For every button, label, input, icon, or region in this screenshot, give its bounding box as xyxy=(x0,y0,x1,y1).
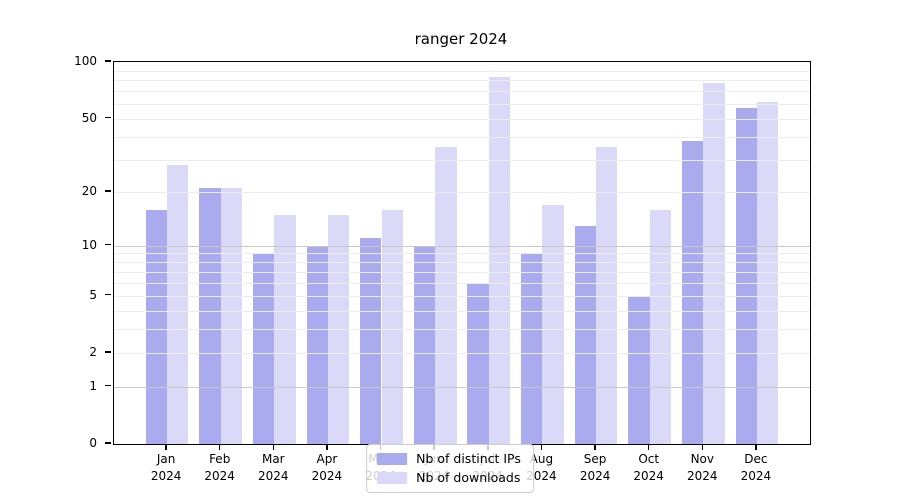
gridline-9 xyxy=(114,253,810,255)
bar-apr-ips xyxy=(306,245,328,444)
y-tick-mark-1 xyxy=(105,384,111,387)
bar-oct-downloads xyxy=(649,209,672,444)
bar-jan-downloads xyxy=(167,165,189,444)
x-tick-mark-aug xyxy=(540,444,543,450)
gridline-40 xyxy=(114,136,810,138)
legend-label: Nb of downloads xyxy=(416,470,521,485)
bar-feb-ips xyxy=(199,188,221,444)
y-axis-tick-label-2: 2 xyxy=(89,345,97,360)
gridline-20 xyxy=(114,192,810,193)
y-tick-mark-10 xyxy=(105,243,111,246)
y-axis-tick-label-10: 10 xyxy=(81,237,97,252)
x-tick-mark-dec xyxy=(755,444,757,450)
y-axis-tick-label-20: 20 xyxy=(81,184,97,198)
x-axis-tick-label-jan: Jan 2024 xyxy=(150,452,182,483)
y-tick-mark-100 xyxy=(105,60,111,62)
y-tick-mark-50 xyxy=(105,116,111,119)
bar-may-ips xyxy=(360,238,382,444)
x-tick-mark-nov xyxy=(701,444,704,450)
y-axis-tick-label-1: 1 xyxy=(89,378,97,393)
legend-item-distinct-ips: Nb of distinct IPs xyxy=(377,452,521,466)
chart-title: ranger 2024 xyxy=(414,30,508,48)
bar-may-downloads xyxy=(381,209,403,444)
gridline-3 xyxy=(114,329,810,331)
gridline-2 xyxy=(114,353,810,355)
x-tick-mark-jan xyxy=(165,444,167,450)
gridline-90 xyxy=(114,70,810,72)
x-axis-tick-label-feb: Feb 2024 xyxy=(204,452,235,483)
gridline-50 xyxy=(114,118,810,120)
gridline-70 xyxy=(114,91,810,93)
y-axis-tick-label-100: 100 xyxy=(74,54,97,68)
bar-aug-ips xyxy=(521,253,543,444)
legend-item-downloads: Nb of downloads xyxy=(377,471,521,485)
gridline-1 xyxy=(114,386,810,388)
legend-swatch-distinct-ips xyxy=(377,453,408,465)
gridline-10 xyxy=(114,245,810,247)
x-axis-tick-label-apr: Apr 2024 xyxy=(311,452,343,483)
gridline-80 xyxy=(114,80,810,82)
x-tick-mark-mar xyxy=(272,444,275,450)
y-tick-mark-5 xyxy=(105,293,111,296)
y-axis-tick-label-50: 50 xyxy=(81,110,97,125)
bar-jun-ips xyxy=(413,245,436,444)
x-axis-tick-label-mar: Mar 2024 xyxy=(258,452,289,483)
gridline-6 xyxy=(114,282,810,284)
bar-jul-ips xyxy=(467,282,489,444)
x-tick-mark-feb xyxy=(218,444,221,450)
legend-label: Nb of distinct IPs xyxy=(416,451,521,466)
x-axis-tick-label-nov: Nov 2024 xyxy=(687,452,718,483)
x-axis-tick-label-oct: Oct 2024 xyxy=(633,452,664,483)
bar-nov-ips xyxy=(681,140,704,444)
y-tick-mark-20 xyxy=(105,190,111,192)
x-tick-mark-oct xyxy=(647,444,650,450)
bar-jan-ips xyxy=(145,209,167,444)
legend-swatch-downloads xyxy=(377,472,408,484)
x-tick-mark-apr xyxy=(326,444,328,450)
plot-area xyxy=(113,61,811,445)
gridline-5 xyxy=(114,295,810,297)
bar-dec-downloads xyxy=(756,102,779,444)
gridline-30 xyxy=(114,159,810,161)
y-axis-tick-label-5: 5 xyxy=(89,287,97,302)
bar-jul-downloads xyxy=(488,77,511,444)
y-tick-mark-2 xyxy=(105,351,111,353)
x-tick-mark-sep xyxy=(594,444,596,450)
y-tick-mark-0 xyxy=(105,442,111,444)
gridline-7 xyxy=(114,271,810,273)
gridline-60 xyxy=(114,103,810,105)
gridline-4 xyxy=(114,310,810,312)
legend: Nb of distinct IPs Nb of downloads xyxy=(366,444,534,493)
bar-oct-ips xyxy=(628,295,650,444)
x-axis-tick-label-dec: Dec 2024 xyxy=(740,452,772,483)
bar-feb-downloads xyxy=(220,188,243,444)
bar-sep-ips xyxy=(574,225,596,444)
y-axis-tick-label-0: 0 xyxy=(89,436,97,450)
bar-dec-ips xyxy=(735,107,757,444)
gridline-8 xyxy=(114,262,810,264)
x-axis-tick-label-sep: Sep 2024 xyxy=(579,452,611,483)
bar-mar-ips xyxy=(252,253,275,444)
bar-aug-downloads xyxy=(542,204,564,444)
